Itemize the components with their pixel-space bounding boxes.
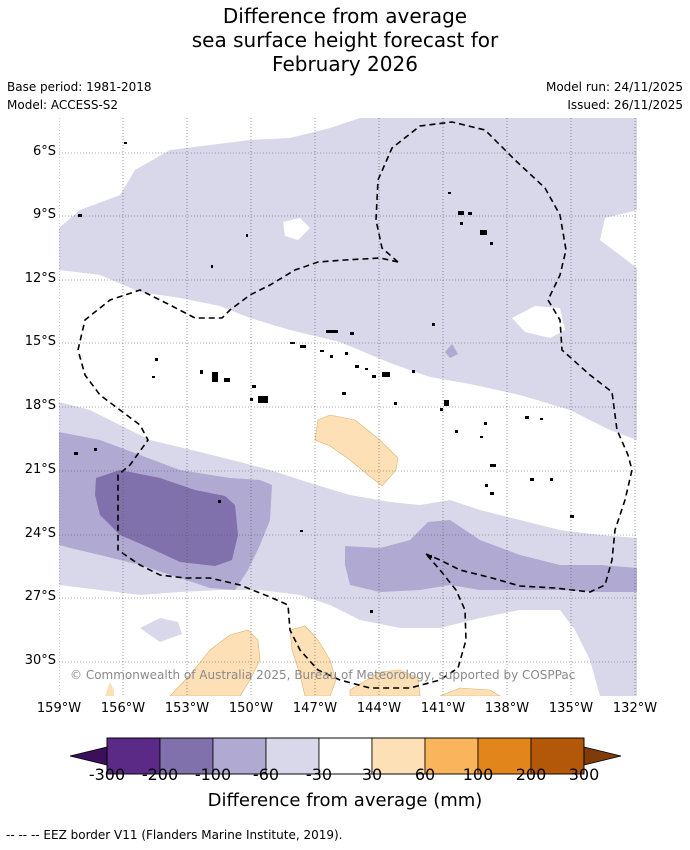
anomaly-strong-west bbox=[95, 470, 238, 566]
anomaly-speck bbox=[445, 344, 458, 358]
title-line-1: Difference from average bbox=[222, 4, 468, 28]
colorbar-bin-7 bbox=[424, 737, 479, 775]
colorbar-tick-300: 300 bbox=[568, 765, 600, 784]
lat-label-24s: 24°S bbox=[24, 526, 56, 541]
lon-label-138w: 138°W bbox=[484, 701, 530, 716]
colorbar-tick-100: 100 bbox=[462, 765, 494, 784]
lat-label-15s: 15°S bbox=[24, 334, 56, 349]
colorbar-tick-m100: -100 bbox=[194, 765, 232, 784]
lat-label-21s: 21°S bbox=[24, 462, 56, 477]
islands bbox=[74, 142, 574, 613]
lat-label-30s: 30°S bbox=[24, 653, 56, 668]
lon-label-156w: 156°W bbox=[100, 701, 146, 716]
gridlines bbox=[59, 118, 637, 696]
neutral-patch-n1 bbox=[59, 118, 360, 228]
colorbar-bin-5 bbox=[318, 737, 373, 775]
colorbar-tick-200: 200 bbox=[515, 765, 547, 784]
colorbar-tick-m300: -300 bbox=[88, 765, 126, 784]
anomaly-positive-sw1 bbox=[169, 629, 261, 696]
chart-title: Difference from average sea surface heig… bbox=[0, 4, 690, 76]
colorbar-tick-m200: -200 bbox=[141, 765, 179, 784]
lon-label-153w: 153°W bbox=[164, 701, 210, 716]
lon-label-150w: 150°W bbox=[228, 701, 274, 716]
title-line-3: February 2026 bbox=[272, 52, 418, 76]
lat-label-27s: 27°S bbox=[24, 589, 56, 604]
anomaly-medium-east bbox=[345, 520, 637, 592]
model-name: Model: ACCESS-S2 bbox=[7, 98, 119, 112]
colorbar-extend-high bbox=[583, 746, 622, 766]
neutral-patch-n3 bbox=[283, 218, 310, 240]
colorbar-tick-m60: -60 bbox=[252, 765, 280, 784]
anomaly-positive-edge bbox=[105, 682, 114, 696]
lon-label-147w: 147°W bbox=[292, 701, 338, 716]
anomaly-positive-sw2 bbox=[289, 625, 337, 696]
meta-left: Base period: 1981-2018 Model: ACCESS-S2 bbox=[7, 78, 152, 114]
copyright-notice: © Commonwealth of Australia 2025, Bureau… bbox=[70, 668, 576, 682]
anomaly-positive-s bbox=[349, 669, 421, 696]
colorbar-tick-m30: -30 bbox=[305, 765, 333, 784]
issued-date: Issued: 26/11/2025 bbox=[567, 98, 683, 112]
lon-label-141w: 141°W bbox=[420, 701, 466, 716]
title-line-2: sea surface height forecast for bbox=[191, 28, 499, 52]
colorbar-tick-30: 30 bbox=[361, 765, 383, 784]
lon-label-135w: 135°W bbox=[548, 701, 594, 716]
anomaly-positive-s2 bbox=[439, 687, 501, 696]
eez-footnote: -- -- -- EEZ border V11 (Flanders Marine… bbox=[6, 828, 343, 842]
anomaly-positive-center bbox=[314, 414, 399, 487]
colorbar-extend-low bbox=[69, 746, 108, 766]
colorbar-title: Difference from average (mm) bbox=[207, 790, 483, 811]
colorbar bbox=[69, 737, 622, 775]
lon-label-159w: 159°W bbox=[36, 701, 82, 716]
eez-borders bbox=[77, 121, 633, 689]
colorbar-bin-1 bbox=[106, 737, 161, 775]
lat-label-18s: 18°S bbox=[24, 398, 56, 413]
lon-label-132w: 132°W bbox=[612, 701, 658, 716]
neutral-patch-n2 bbox=[512, 306, 565, 338]
meta-right: Model run: 24/11/2025 Issued: 26/11/2025 bbox=[546, 78, 683, 114]
anomaly-patch-sw bbox=[140, 618, 182, 642]
lon-label-144w: 144°W bbox=[356, 701, 402, 716]
colorbar-frame bbox=[106, 737, 585, 775]
lat-label-12s: 12°S bbox=[24, 271, 56, 286]
lat-label-9s: 9°S bbox=[32, 207, 56, 222]
lat-label-6s: 6°S bbox=[32, 144, 56, 159]
base-period: Base period: 1981-2018 bbox=[7, 80, 152, 94]
colorbar-tick-60: 60 bbox=[414, 765, 436, 784]
anomaly-band-north bbox=[59, 118, 637, 440]
model-run: Model run: 24/11/2025 bbox=[545, 80, 683, 94]
